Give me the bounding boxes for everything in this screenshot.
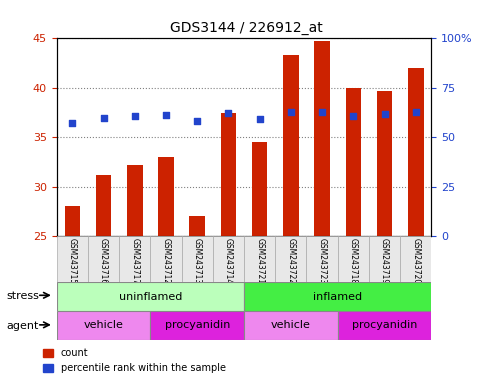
Bar bbox=[307, 236, 338, 282]
Text: GSM243712: GSM243712 bbox=[162, 238, 171, 285]
Bar bbox=[400, 236, 431, 282]
Text: agent: agent bbox=[6, 321, 39, 331]
Bar bbox=[252, 142, 267, 236]
Bar bbox=[150, 311, 244, 340]
Bar bbox=[338, 236, 369, 282]
Bar bbox=[221, 113, 236, 236]
Text: GSM243718: GSM243718 bbox=[349, 238, 358, 285]
Point bbox=[256, 116, 264, 122]
Text: stress: stress bbox=[6, 291, 39, 301]
Text: GSM243722: GSM243722 bbox=[286, 238, 295, 285]
Text: GSM243719: GSM243719 bbox=[380, 238, 389, 285]
Text: GSM243715: GSM243715 bbox=[68, 238, 77, 285]
Bar bbox=[369, 236, 400, 282]
Bar bbox=[57, 282, 244, 311]
Point bbox=[69, 120, 76, 126]
Bar bbox=[408, 68, 423, 236]
Bar bbox=[96, 175, 111, 236]
Point bbox=[287, 109, 295, 115]
Point bbox=[100, 114, 107, 121]
Text: GSM243720: GSM243720 bbox=[411, 238, 420, 285]
Point bbox=[162, 111, 170, 118]
Point bbox=[131, 113, 139, 119]
Point bbox=[381, 111, 388, 117]
Point bbox=[193, 118, 201, 124]
Point bbox=[318, 109, 326, 115]
Bar bbox=[283, 55, 299, 236]
Bar bbox=[181, 236, 213, 282]
Point bbox=[350, 113, 357, 119]
Text: GSM243713: GSM243713 bbox=[193, 238, 202, 285]
Text: GSM243717: GSM243717 bbox=[130, 238, 139, 285]
Bar bbox=[158, 157, 174, 236]
Point bbox=[412, 109, 420, 115]
Bar bbox=[65, 207, 80, 236]
Bar bbox=[377, 91, 392, 236]
Bar bbox=[213, 236, 244, 282]
Bar bbox=[338, 311, 431, 340]
Bar bbox=[244, 311, 338, 340]
Legend: count, percentile rank within the sample: count, percentile rank within the sample bbox=[39, 344, 230, 377]
Text: GSM243714: GSM243714 bbox=[224, 238, 233, 285]
Bar bbox=[57, 311, 150, 340]
Bar bbox=[275, 236, 307, 282]
Bar bbox=[150, 236, 181, 282]
Text: vehicle: vehicle bbox=[271, 320, 311, 331]
Bar bbox=[244, 236, 275, 282]
Text: inflamed: inflamed bbox=[313, 291, 362, 302]
Text: GSM243716: GSM243716 bbox=[99, 238, 108, 285]
Text: procyanidin: procyanidin bbox=[352, 320, 417, 331]
Text: GSM243721: GSM243721 bbox=[255, 238, 264, 285]
Text: procyanidin: procyanidin bbox=[165, 320, 230, 331]
Bar bbox=[127, 165, 142, 236]
Bar bbox=[189, 216, 205, 236]
Bar bbox=[119, 236, 150, 282]
Bar bbox=[57, 236, 88, 282]
Text: vehicle: vehicle bbox=[84, 320, 123, 331]
Bar bbox=[346, 88, 361, 236]
Bar bbox=[315, 41, 330, 236]
Text: uninflamed: uninflamed bbox=[119, 291, 182, 302]
Text: GSM243723: GSM243723 bbox=[317, 238, 326, 285]
Point bbox=[224, 109, 232, 116]
Bar bbox=[244, 282, 431, 311]
Bar bbox=[88, 236, 119, 282]
Text: GDS3144 / 226912_at: GDS3144 / 226912_at bbox=[170, 21, 323, 35]
